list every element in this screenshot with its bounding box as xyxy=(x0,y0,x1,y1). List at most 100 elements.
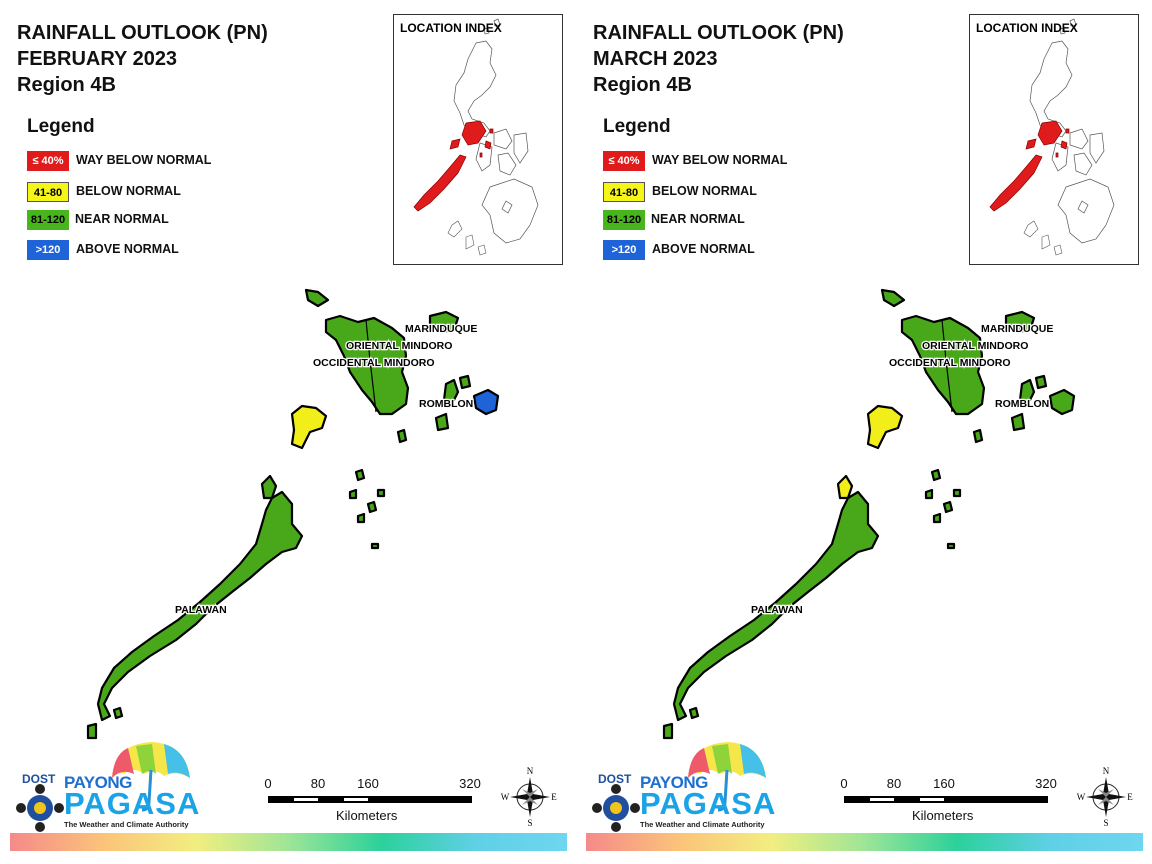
location-index-map: LOCATION INDEX xyxy=(969,14,1139,265)
logo-pagasa: PAGASA xyxy=(64,786,201,821)
romblon-west-islands xyxy=(434,374,472,432)
region-4b-map: MARINDUQUE ORIENTAL MINDORO OCCIDENTAL M… xyxy=(662,288,1076,740)
cuyo-islands xyxy=(924,468,962,524)
compass-e: E xyxy=(551,792,557,802)
palawan-north-tip xyxy=(260,474,278,500)
label-romblon: ROMBLON xyxy=(419,398,473,410)
label-romblon: ROMBLON xyxy=(995,398,1049,410)
mindoro-province xyxy=(304,288,410,416)
compass-n: N xyxy=(527,766,534,776)
label-occidental-mindoro: OCCIDENTAL MINDORO xyxy=(313,357,435,369)
philippines-outline-map xyxy=(989,18,1115,256)
calamian-islands xyxy=(290,404,328,450)
logo-payong: PAYONG xyxy=(64,773,132,792)
legend-label: BELOW NORMAL xyxy=(652,184,757,198)
scale-unit: Kilometers xyxy=(912,808,974,823)
region-4b-highlight xyxy=(989,120,1070,212)
pagasa-umbrella-icon xyxy=(592,742,766,832)
title-region: Region 4B xyxy=(17,74,116,96)
outlook-panel-march: RAINFALL OUTLOOK (PN) MARCH 2023 Region … xyxy=(576,0,1152,864)
panel-title: RAINFALL OUTLOOK (PN) FEBRUARY 2023 Regi… xyxy=(17,20,268,98)
romblon-east-island xyxy=(472,388,500,416)
mindoro-province xyxy=(880,288,986,416)
payong-pagasa-logo: DOST PAYONG PAGASA The Weather and Clima… xyxy=(592,740,775,832)
romblon-east-island xyxy=(1048,388,1076,416)
location-index-title: LOCATION INDEX xyxy=(400,21,502,35)
title-line-1: RAINFALL OUTLOOK (PN) xyxy=(17,22,268,44)
compass-s: S xyxy=(527,818,532,827)
province-boundaries xyxy=(365,319,377,413)
scale-tick: 160 xyxy=(357,776,379,791)
palawan-small-islets xyxy=(662,428,984,740)
location-index-title: LOCATION INDEX xyxy=(976,21,1078,35)
pagasa-umbrella-icon xyxy=(16,742,190,832)
payong-pagasa-logo: DOST PAYONG PAGASA The Weather and Clima… xyxy=(16,740,199,832)
scale-bar: 0 80 160 320 Kilometers xyxy=(836,776,1066,826)
label-occidental-mindoro: OCCIDENTAL MINDORO xyxy=(889,357,1011,369)
palawan-small-islets xyxy=(86,428,408,740)
scale-bar-graphic xyxy=(268,796,472,803)
legend-title: Legend xyxy=(603,116,671,137)
label-palawan: PALAWAN xyxy=(175,604,227,616)
legend-swatch: 81-120 xyxy=(27,210,69,230)
romblon-west-islands xyxy=(1010,374,1048,432)
marinduque-province xyxy=(1004,310,1036,334)
legend-label: ABOVE NORMAL xyxy=(76,242,179,256)
compass-rose-icon: N E S W xyxy=(1077,766,1134,828)
scale-bar: 0 80 160 320 Kilometers xyxy=(260,776,490,826)
scale-tick: 80 xyxy=(310,776,326,791)
compass-s: S xyxy=(1103,818,1108,827)
palawan-north-tip xyxy=(836,474,854,500)
legend-swatch: 41-80 xyxy=(27,182,69,202)
legend-swatch: >120 xyxy=(603,240,645,260)
legend-label: BELOW NORMAL xyxy=(76,184,181,198)
north-arrow-compass: N E S W xyxy=(500,765,560,828)
marinduque-province xyxy=(428,310,460,334)
label-oriental-mindoro: ORIENTAL MINDORO xyxy=(922,340,1028,352)
scale-tick: 80 xyxy=(886,776,902,791)
legend-swatch: 81-120 xyxy=(603,210,645,230)
legend-swatch: ≤ 40% xyxy=(603,151,645,171)
legend-label: NEAR NORMAL xyxy=(651,212,745,226)
compass-e: E xyxy=(1127,792,1133,802)
compass-n: N xyxy=(1103,766,1110,776)
palawan-mainland xyxy=(96,490,304,722)
compass-w: W xyxy=(1077,792,1086,802)
legend-swatch: >120 xyxy=(27,240,69,260)
cuyo-islands xyxy=(348,468,386,524)
logo-pagasa: PAGASA xyxy=(640,786,777,821)
legend-label: NEAR NORMAL xyxy=(75,212,169,226)
legend-label: ABOVE NORMAL xyxy=(652,242,755,256)
calamian-islands xyxy=(866,404,904,450)
logo-tagline: The Weather and Climate Authority xyxy=(640,820,765,829)
logo-dost: DOST xyxy=(22,772,56,786)
title-month: MARCH 2023 xyxy=(593,48,718,70)
scale-tick: 320 xyxy=(459,776,481,791)
scale-bar-graphic xyxy=(844,796,1048,803)
title-month: FEBRUARY 2023 xyxy=(17,48,178,70)
region-4b-highlight xyxy=(413,120,494,212)
compass-w: W xyxy=(501,792,510,802)
legend-label: WAY BELOW NORMAL xyxy=(76,153,212,167)
label-palawan: PALAWAN xyxy=(751,604,803,616)
legend-swatch: ≤ 40% xyxy=(27,151,69,171)
label-marinduque: MARINDUQUE xyxy=(981,323,1053,335)
legend-swatch: 41-80 xyxy=(603,182,645,202)
palawan-mainland xyxy=(672,490,880,722)
scale-unit: Kilometers xyxy=(336,808,398,823)
label-oriental-mindoro: ORIENTAL MINDORO xyxy=(346,340,452,352)
scale-tick: 160 xyxy=(933,776,955,791)
compass-rose-icon: N E S W xyxy=(501,766,558,828)
outlook-panel-february: RAINFALL OUTLOOK (PN) FEBRUARY 2023 Regi… xyxy=(10,14,567,851)
logo-tagline: The Weather and Climate Authority xyxy=(64,820,189,829)
title-region: Region 4B xyxy=(593,74,692,96)
scale-tick: 0 xyxy=(840,776,848,791)
scale-tick: 0 xyxy=(264,776,272,791)
footer-color-strip xyxy=(10,833,567,851)
legend-label: WAY BELOW NORMAL xyxy=(652,153,788,167)
scale-tick: 320 xyxy=(1035,776,1057,791)
label-marinduque: MARINDUQUE xyxy=(405,323,477,335)
logo-payong: PAYONG xyxy=(640,773,708,792)
legend-title: Legend xyxy=(27,116,95,137)
philippines-outline-map xyxy=(413,18,539,256)
